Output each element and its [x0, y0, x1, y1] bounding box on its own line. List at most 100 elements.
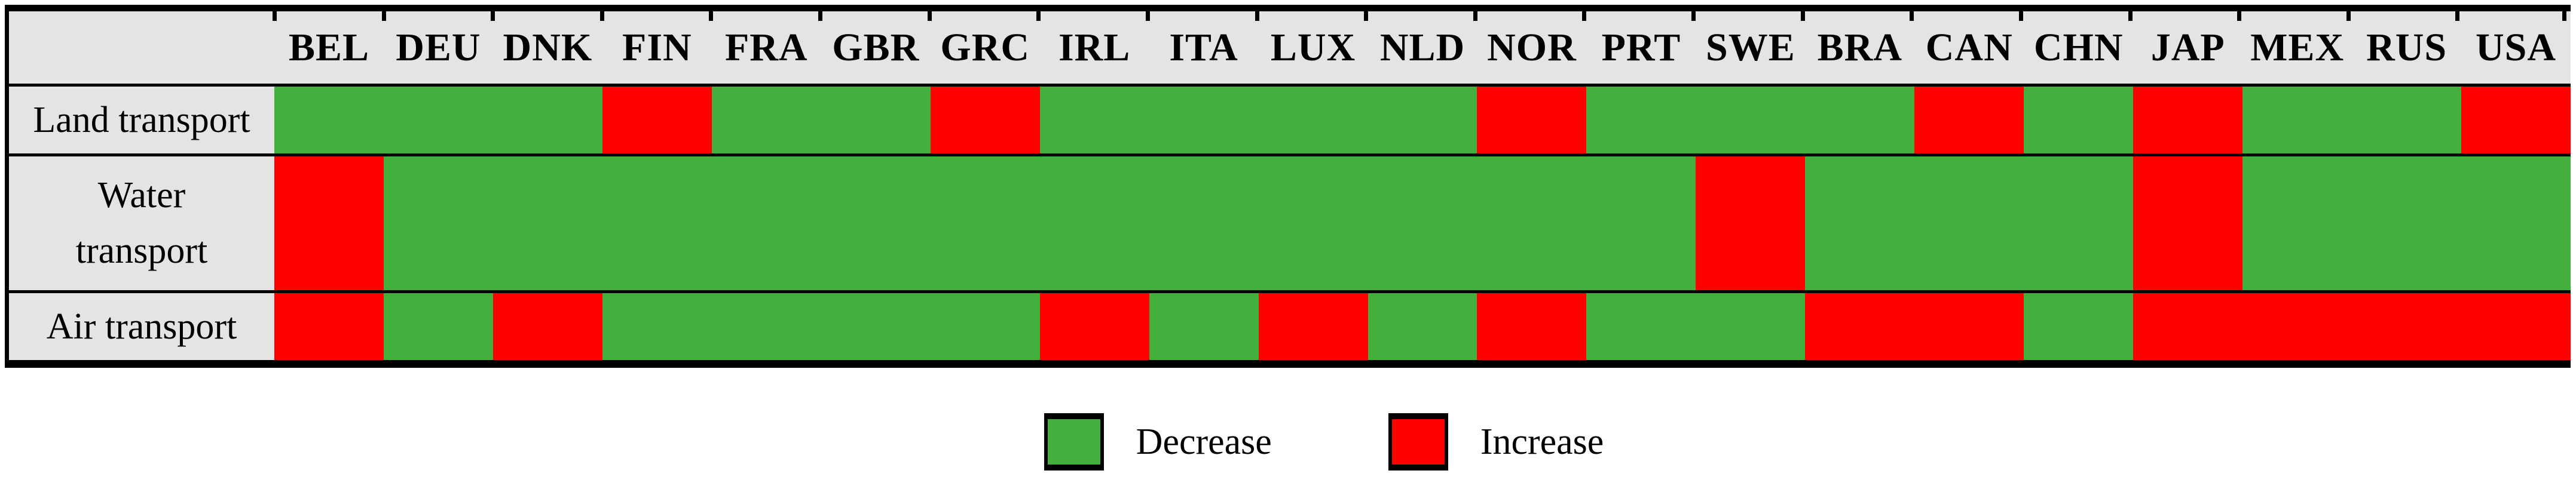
table-row: Land transport	[9, 84, 2571, 153]
heatmap-cell-nld-decrease	[1367, 156, 1477, 290]
heatmap-cell-ita-decrease	[1149, 156, 1259, 290]
heatmap-cell-grc-increase	[930, 87, 1040, 153]
tick-mark	[1255, 11, 1259, 21]
heatmap-cell-nor-increase	[1477, 87, 1587, 153]
heatmap-cell-prt-decrease	[1586, 293, 1696, 360]
column-header-chn: CHN	[2033, 25, 2124, 69]
heatmap-cell-dnk-decrease	[492, 156, 602, 290]
column-header-jap: JAP	[2150, 25, 2225, 69]
table-bottom-border	[9, 360, 2571, 368]
tick-mark	[2018, 11, 2023, 21]
heatmap-cell-irl-decrease	[1039, 156, 1149, 290]
heatmap-cell-rus-decrease	[2352, 87, 2462, 153]
row-label: Air transport	[9, 293, 274, 360]
heatmap-cell-deu-decrease	[383, 156, 493, 290]
column-header-nor: NOR	[1487, 25, 1577, 69]
heatmap-cell-jap-increase	[2133, 156, 2243, 290]
row-cells	[274, 156, 2571, 290]
heatmap-cell-usa-increase	[2461, 293, 2571, 360]
heatmap-cell-nld-decrease	[1367, 87, 1477, 153]
heatmap-cell-prt-decrease	[1586, 87, 1696, 153]
column-header-rus: RUS	[2366, 25, 2447, 69]
column-header-fra: FRA	[724, 25, 808, 69]
column-header-lux: LUX	[1270, 25, 1356, 69]
tick-mark	[491, 11, 495, 21]
heatmap-cell-can-decrease	[1914, 156, 2024, 290]
heatmap-cell-grc-decrease	[930, 156, 1040, 290]
tick-mark	[1800, 11, 1805, 21]
heatmap-cell-nor-increase	[1477, 293, 1587, 360]
heatmap-cell-lux-decrease	[1258, 87, 1368, 153]
tick-mark	[273, 11, 277, 21]
heatmap-cell-deu-decrease	[383, 87, 493, 153]
column-header-cells: BEL DEU DNK FIN FRA GBR GRC IRL ITA LUX NLD NOR PRT S…	[274, 11, 2571, 84]
heatmap-cell-can-increase	[1914, 87, 2024, 153]
column-header-gbr: GBR	[832, 25, 920, 69]
heatmap-cell-irl-increase	[1039, 293, 1149, 360]
row-label-text: Land transport	[33, 99, 250, 140]
heatmap-cell-fra-decrease	[711, 156, 821, 290]
tick-mark	[1691, 11, 1696, 21]
heatmap-cell-ita-decrease	[1149, 293, 1259, 360]
column-header-ita: ITA	[1169, 25, 1238, 69]
column-header-dnk: DNK	[503, 25, 593, 69]
heatmap-cell-rus-increase	[2352, 293, 2462, 360]
heatmap-cell-deu-decrease	[383, 293, 493, 360]
heatmap-cell-mex-decrease	[2242, 87, 2352, 153]
heatmap-cell-gbr-decrease	[821, 87, 931, 153]
tick-mark	[1364, 11, 1369, 21]
column-header-bra: BRA	[1817, 25, 1902, 69]
column-header-usa: USA	[2476, 25, 2557, 69]
tick-mark	[2237, 11, 2242, 21]
column-header-bel: BEL	[288, 25, 370, 69]
legend-label: Decrease	[1136, 421, 1272, 462]
heatmap-cell-jap-increase	[2133, 293, 2243, 360]
heatmap-cell-fra-decrease	[711, 293, 821, 360]
tick-mark	[1145, 11, 1150, 21]
heatmap-cell-can-increase	[1914, 293, 2024, 360]
heatmap-cell-fin-increase	[602, 87, 712, 153]
tick-mark	[1036, 11, 1041, 21]
tick-mark	[381, 11, 386, 21]
table-row: Water transport	[9, 153, 2571, 290]
tick-mark	[2562, 11, 2566, 21]
column-header-mex: MEX	[2250, 25, 2345, 69]
heatmap-cell-usa-decrease	[2461, 156, 2571, 290]
heatmap-cell-lux-increase	[1258, 293, 1368, 360]
heatmap-cell-usa-increase	[2461, 87, 2571, 153]
tick-mark	[1473, 11, 1477, 21]
row-label-text: Air transport	[46, 306, 237, 347]
heatmap-cell-ita-decrease	[1149, 87, 1259, 153]
tick-mark	[599, 11, 604, 21]
tick-mark	[2128, 11, 2133, 21]
table-row: Air transport	[9, 290, 2571, 360]
heatmap-cell-jap-increase	[2133, 87, 2243, 153]
row-label: Water transport	[9, 156, 274, 290]
row-cells	[274, 293, 2571, 360]
heatmap-cell-chn-decrease	[2024, 293, 2134, 360]
column-header-can: CAN	[1925, 25, 2013, 69]
tick-mark	[1910, 11, 1914, 21]
legend-swatch-increase	[1388, 413, 1448, 471]
heatmap-cell-gbr-decrease	[821, 293, 931, 360]
tick-mark	[1582, 11, 1587, 21]
heatmap-cell-bel-increase	[274, 156, 384, 290]
tick-mark	[927, 11, 932, 21]
header-corner-cell	[9, 11, 274, 84]
heatmap-cell-bel-increase	[274, 293, 384, 360]
heatmap-cell-bra-increase	[1805, 293, 1915, 360]
heatmap-cell-rus-decrease	[2352, 156, 2462, 290]
column-header-grc: GRC	[940, 25, 1030, 69]
row-label-text: Water transport	[75, 175, 208, 271]
column-header-nld: NLD	[1379, 25, 1466, 69]
heatmap-cell-dnk-decrease	[492, 87, 602, 153]
heatmap-cell-prt-decrease	[1586, 156, 1696, 290]
column-header-prt: PRT	[1601, 25, 1681, 69]
transport-heatmap-table: BEL DEU DNK FIN FRA GBR GRC IRL ITA LUX NLD NOR PRT S…	[5, 5, 2571, 368]
heatmap-cell-fin-decrease	[602, 293, 712, 360]
column-header-fin: FIN	[622, 25, 692, 69]
heatmap-cell-bra-decrease	[1805, 87, 1915, 153]
heatmap-cell-bel-decrease	[274, 87, 384, 153]
legend-label: Increase	[1480, 421, 1604, 462]
legend: Decrease Increase	[36, 413, 2576, 471]
